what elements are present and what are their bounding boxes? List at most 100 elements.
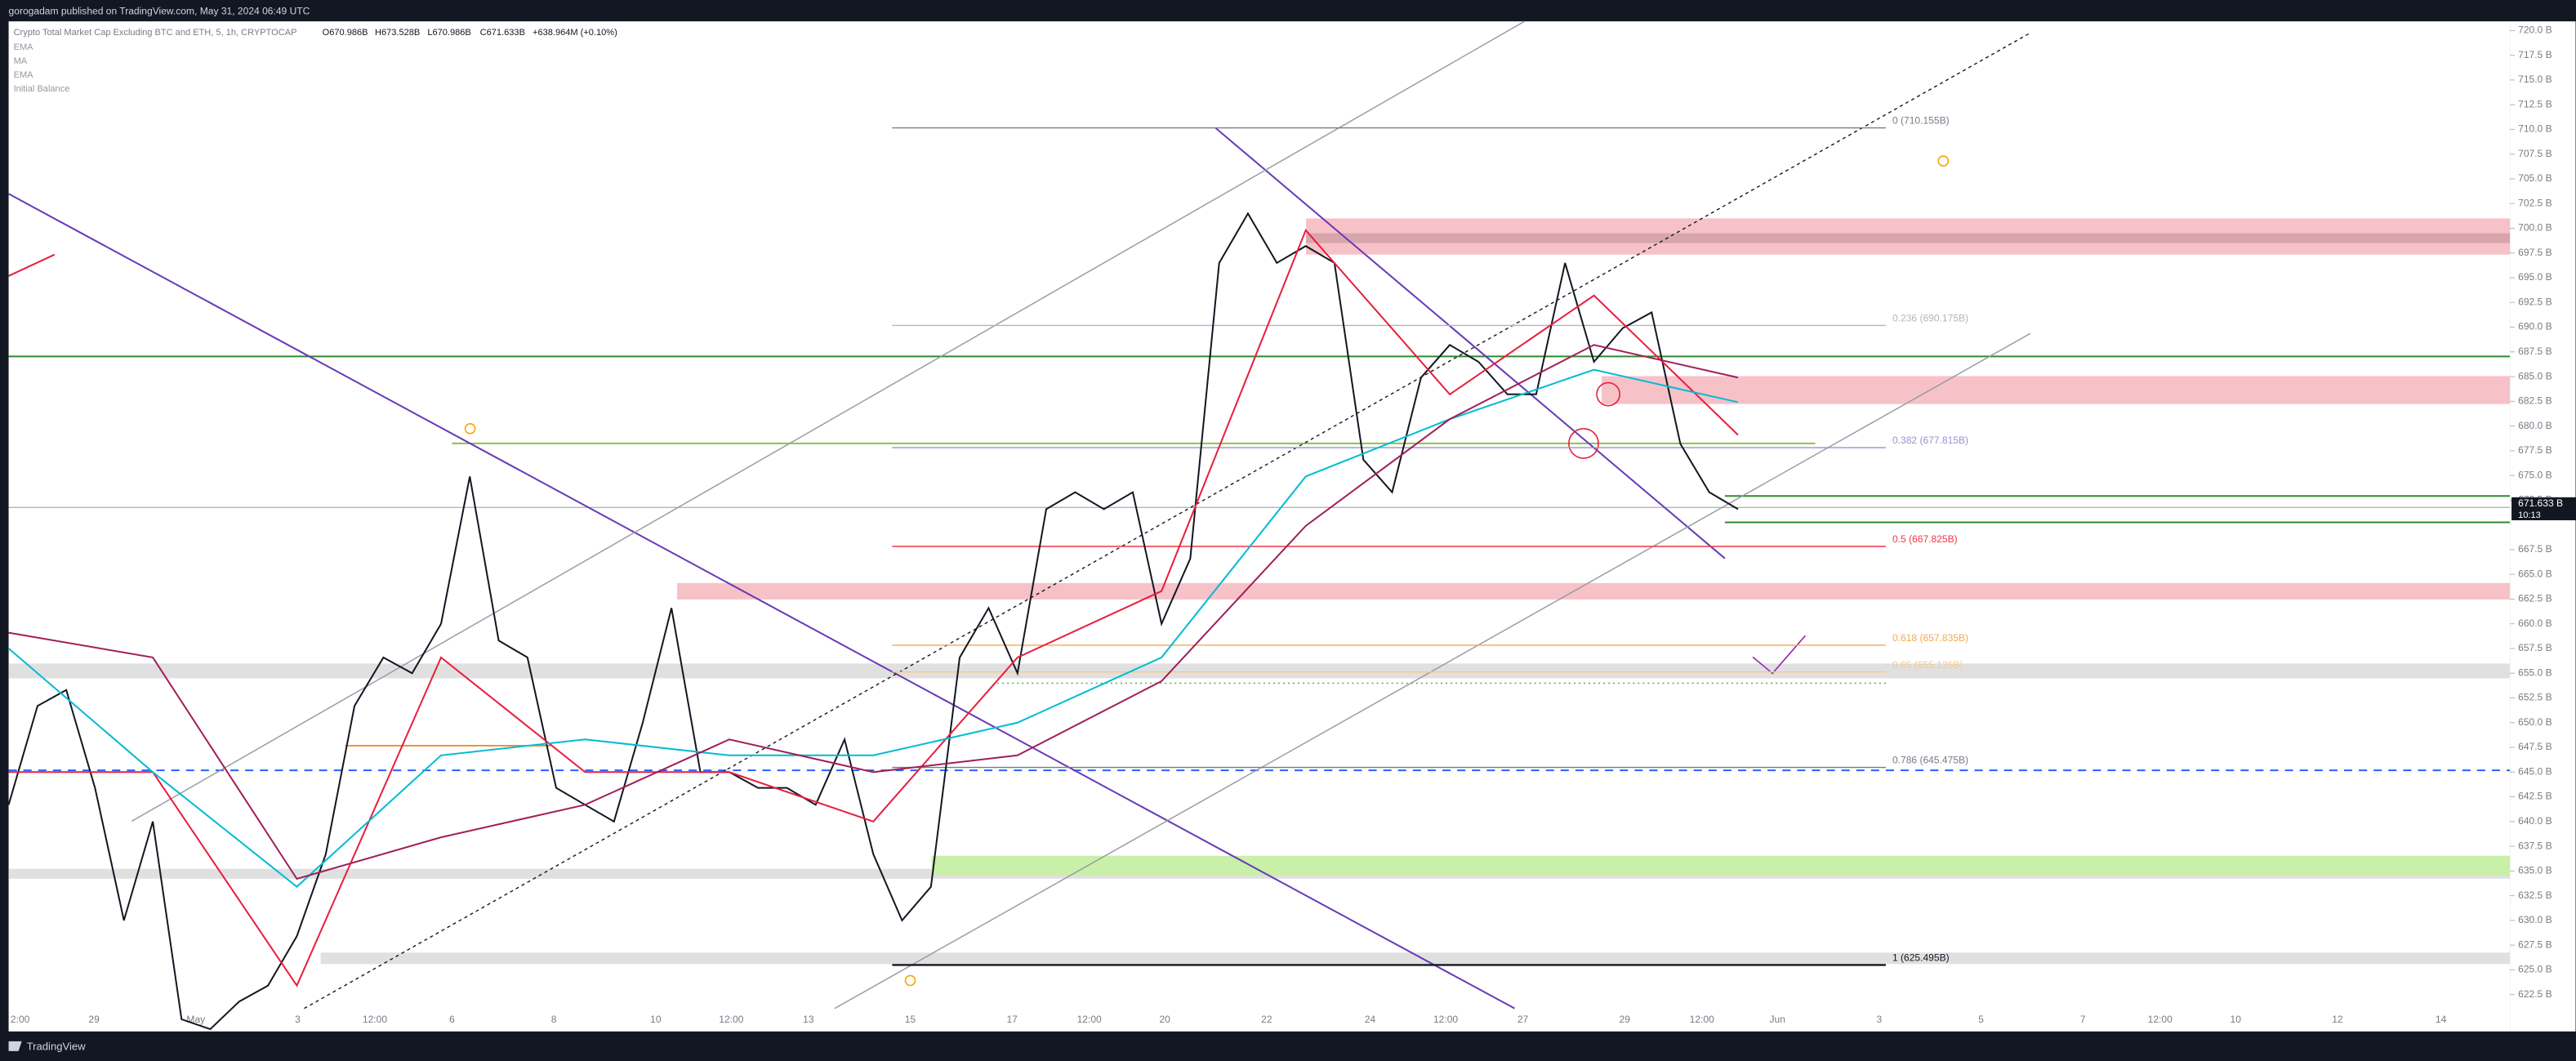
y-tick-label: 675.0 B [2518, 469, 2552, 480]
zone [1602, 376, 2511, 404]
resistance-core [1306, 233, 2511, 243]
zones [8, 218, 2511, 965]
y-tick-label: 657.5 B [2518, 642, 2552, 653]
x-tick-label: 20 [1159, 1014, 1170, 1025]
fib-label: 0.236 (690.175B) [1892, 313, 1968, 324]
x-tick-label: 22 [1261, 1014, 1272, 1025]
x-tick-label: 27 [1518, 1014, 1529, 1025]
instrument-name: Crypto Total Market Cap Excluding BTC an… [14, 28, 297, 38]
brand: TradingView [27, 1040, 86, 1052]
y-tick-label: 622.5 B [2518, 988, 2552, 1000]
x-tick-label: 29 [88, 1014, 100, 1025]
last-price-label: 671.633 B [2518, 497, 2563, 509]
fib-label: 0.65 (655.126B) [1892, 659, 1963, 671]
y-tick-label: 700.0 B [2518, 222, 2552, 234]
y-tick-label: 645.0 B [2518, 765, 2552, 777]
y-tick-label: 705.0 B [2518, 172, 2552, 184]
fib-label: 0.382 (677.815B) [1892, 435, 1968, 446]
channel-line [304, 32, 2031, 1010]
y-tick-label: 625.0 B [2518, 964, 2552, 975]
ohlc-value: +638.964M (+0.10%) [533, 28, 617, 38]
y-tick-label: 707.5 B [2518, 148, 2552, 159]
x-tick-label: 10 [2231, 1014, 2242, 1025]
projection-arrow [1752, 635, 1807, 675]
fib-label: 0.5 (667.825B) [1892, 533, 1958, 545]
y-tick-label: 710.0 B [2518, 123, 2552, 135]
y-tick-label: 685.0 B [2518, 370, 2552, 381]
x-tick-label: 14 [2436, 1014, 2447, 1025]
trend-line [8, 193, 1515, 1010]
x-tick-label: 3 [1877, 1014, 1883, 1025]
x-tick-label: 29 [1620, 1014, 1631, 1025]
circle-mark [1568, 428, 1599, 459]
y-tick-label: 680.0 B [2518, 420, 2552, 431]
x-tick-label: 10 [650, 1014, 662, 1025]
plot-area [8, 21, 2511, 1032]
y-tick-label: 697.5 B [2518, 247, 2552, 258]
series-line [8, 344, 1739, 880]
x-tick-label: 17 [1006, 1014, 1018, 1025]
y-tick-label: 635.0 B [2518, 865, 2552, 876]
y-tick-label: 687.5 B [2518, 345, 2552, 357]
indicator-name: Initial Balance [14, 84, 70, 94]
y-tick-label: 652.5 B [2518, 692, 2552, 703]
x-tick-label: 12:00 [1433, 1014, 1458, 1025]
ohlc-value: L670.986B [427, 28, 470, 38]
ohlc-value: H673.528B [375, 28, 420, 38]
y-tick-label: 667.5 B [2518, 543, 2552, 555]
grey-band [320, 952, 2511, 965]
x-tick-label: 5 [1978, 1014, 1984, 1025]
y-tick-label: 692.5 B [2518, 296, 2552, 307]
logo [8, 1041, 22, 1051]
series-line [7, 212, 1739, 1031]
grey-band [8, 663, 2511, 679]
y-tick-label: 640.0 B [2518, 815, 2552, 827]
x-tick-label: Jun [1770, 1014, 1785, 1025]
y-tick-label: 662.5 B [2518, 593, 2552, 604]
x-tick-label: 12:00 [1077, 1014, 1102, 1025]
y-tick-label: 637.5 B [2518, 840, 2552, 851]
y-tick-label: 695.0 B [2518, 271, 2552, 283]
x-tick-label: 7 [2080, 1014, 2086, 1025]
fib-label: 1 (625.495B) [1892, 952, 1950, 964]
y-tick-label: 647.5 B [2518, 741, 2552, 752]
ohlc-value: O670.986B [323, 28, 368, 38]
series-line [8, 229, 1739, 987]
y-tick-label: 650.0 B [2518, 716, 2552, 728]
trend-line [8, 253, 56, 277]
x-tick-label: 12:00 [719, 1014, 743, 1025]
y-tick-label: 627.5 B [2518, 938, 2552, 950]
ohlc-value: C671.633B [480, 28, 525, 38]
y-tick-label: 642.5 B [2518, 791, 2552, 802]
circle-mark [1596, 381, 1620, 407]
x-tick-label: 12 [2332, 1014, 2343, 1025]
point-b [904, 974, 916, 987]
zone [676, 582, 2511, 600]
fib-label: 0.618 (657.835B) [1892, 632, 1968, 644]
y-tick-label: 702.5 B [2518, 197, 2552, 208]
x-tick-label: 13 [803, 1014, 814, 1025]
x-tick-label: 2:00 [11, 1014, 30, 1025]
y-tick-label: 720.0 B [2518, 25, 2552, 36]
y-tick-label: 715.0 B [2518, 74, 2552, 85]
y-tick-label: 682.5 B [2518, 395, 2552, 407]
x-tick-label: 3 [295, 1014, 301, 1025]
last-price-box [2511, 497, 2576, 520]
y-tick-label: 655.0 B [2518, 666, 2552, 678]
indicator-name: MA [14, 56, 28, 66]
x-tick-label: 12:00 [1690, 1014, 1714, 1025]
y-tick-label: 660.0 B [2518, 617, 2552, 629]
support-zone [931, 855, 2511, 876]
channel-line [834, 332, 2031, 1010]
y-tick-label: 632.5 B [2518, 889, 2552, 901]
indicator-name: EMA [14, 70, 34, 80]
y-tick-label: 677.5 B [2518, 444, 2552, 456]
x-tick-label: May [186, 1014, 205, 1025]
x-tick-label: 24 [1365, 1014, 1376, 1025]
point-a [464, 422, 476, 435]
x-tick-label: 12:00 [363, 1014, 387, 1025]
y-tick-label: 665.0 B [2518, 568, 2552, 579]
point-c [1937, 155, 1950, 167]
